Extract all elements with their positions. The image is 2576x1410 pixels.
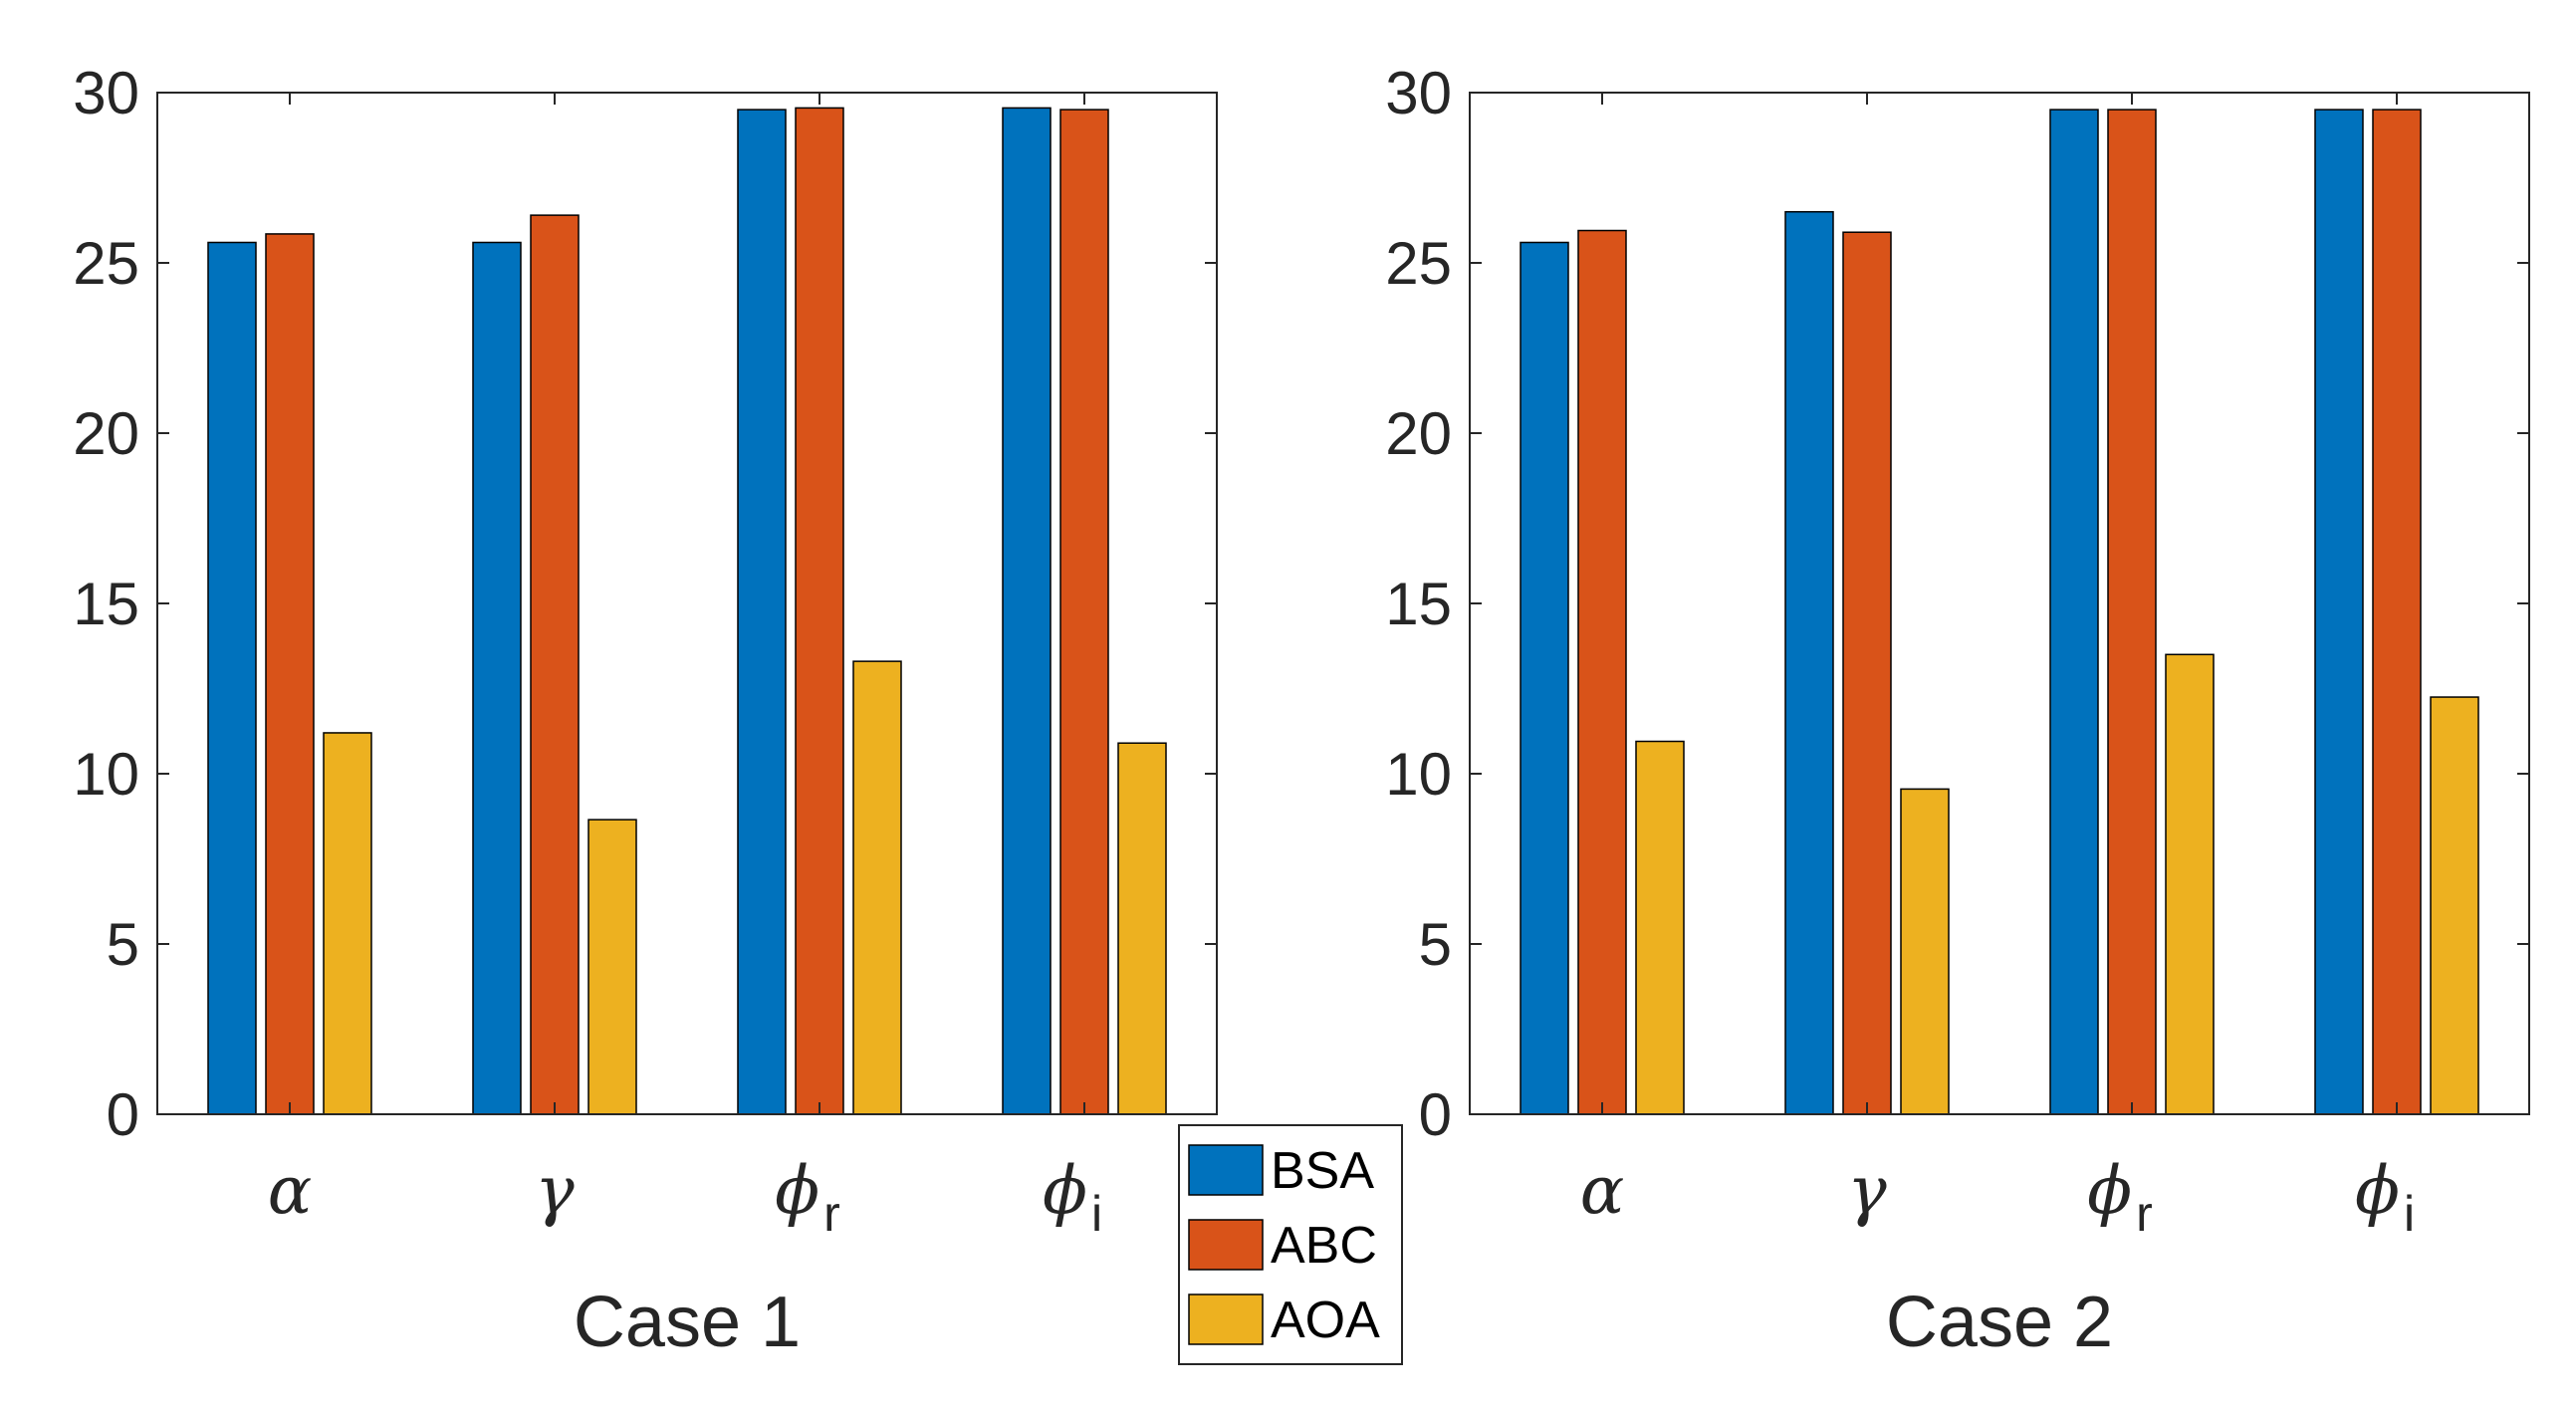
y-tick-label: 0 (1419, 1081, 1452, 1148)
bar-abc-2 (1842, 231, 1892, 1115)
legend-swatch-bsa (1188, 1144, 1264, 1196)
bar-abc-3 (795, 107, 844, 1115)
legend-label-aoa: AOA (1271, 1292, 1380, 1349)
x-category-label: γ (535, 1152, 575, 1229)
y-tick-label: 30 (73, 60, 139, 126)
bar-abc-4 (1059, 109, 1109, 1115)
bar-bsa-4 (2314, 109, 2364, 1115)
legend-label-bsa: BSA (1271, 1142, 1374, 1200)
x-category-label: α (268, 1152, 313, 1229)
y-tick-label: 5 (1419, 911, 1452, 978)
bar-abc-1 (265, 233, 315, 1115)
y-tick-label: 15 (73, 571, 139, 637)
bar-bsa-4 (1002, 107, 1052, 1115)
bar-bsa-3 (2049, 109, 2099, 1115)
y-tick-label: 20 (73, 400, 139, 467)
legend-swatch-abc (1188, 1219, 1264, 1271)
x-category-label: ϕi (1043, 1152, 1102, 1242)
y-tick-label: 20 (1385, 400, 1452, 467)
bar-bsa-2 (1784, 210, 1834, 1115)
y-tick-label: 10 (73, 741, 139, 808)
x-category-label: ϕr (2087, 1152, 2153, 1242)
y-tick-label: 30 (1385, 60, 1452, 126)
chart-panel-case-2: 0 5 10 15 20 25 30 α γ ϕr ϕi Case 2 (1385, 60, 2530, 1362)
bar-aoa-1 (1635, 740, 1685, 1115)
x-category-label: γ (1847, 1152, 1887, 1229)
bar-bsa-1 (207, 241, 257, 1115)
bar-aoa-3 (2165, 653, 2215, 1115)
y-tick-label: 0 (107, 1081, 139, 1148)
bar-abc-1 (1577, 229, 1627, 1115)
bar-abc-4 (2372, 109, 2422, 1115)
x-axis-label: Case 1 (574, 1283, 801, 1362)
bar-bsa-1 (1520, 241, 1569, 1115)
x-category-label: α (1580, 1152, 1625, 1229)
bar-abc-2 (530, 214, 580, 1115)
bar-bsa-2 (472, 241, 522, 1115)
x-category-label: ϕi (2355, 1152, 2415, 1242)
y-tick-label: 25 (1385, 230, 1452, 297)
legend-swatch-aoa (1188, 1293, 1264, 1345)
bar-aoa-4 (1117, 742, 1167, 1115)
plot-area (1470, 93, 2529, 1114)
legend-label-abc: ABC (1271, 1217, 1377, 1275)
x-axis-label: Case 2 (1886, 1283, 2113, 1362)
plot-area (157, 93, 1217, 1114)
bar-bsa-3 (737, 109, 787, 1115)
bar-aoa-4 (2430, 696, 2479, 1115)
bar-aoa-3 (852, 660, 902, 1115)
bar-abc-3 (2107, 109, 2157, 1115)
y-tick-label: 10 (1385, 741, 1452, 808)
bar-aoa-2 (587, 819, 637, 1115)
bar-aoa-1 (323, 732, 372, 1115)
y-tick-label: 5 (107, 911, 139, 978)
legend: BSA ABC AOA (1178, 1124, 1403, 1365)
y-tick-label: 15 (1385, 571, 1452, 637)
chart-panel-case-1: 0 5 10 15 20 25 30 α γ ϕr ϕi Case 1 (73, 60, 1218, 1362)
x-category-label: ϕr (775, 1152, 840, 1242)
y-tick-label: 25 (73, 230, 139, 297)
bar-aoa-2 (1900, 788, 1950, 1115)
